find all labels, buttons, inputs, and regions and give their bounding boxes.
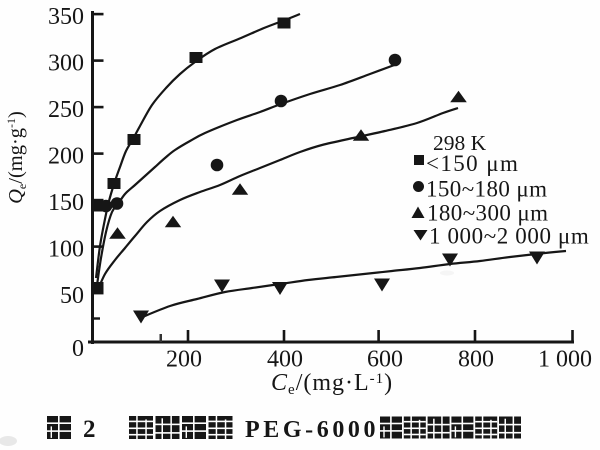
svg-text:250: 250: [48, 97, 84, 123]
svg-text:800: 800: [458, 347, 494, 373]
svg-text:50: 50: [60, 283, 84, 309]
svg-text:2: 2: [83, 416, 96, 443]
svg-text:298 K: 298 K: [433, 131, 487, 155]
svg-text:180~300 μm: 180~300 μm: [427, 201, 548, 226]
svg-text:600: 600: [367, 347, 403, 373]
svg-text:200: 200: [166, 347, 202, 373]
svg-text:350: 350: [48, 4, 84, 30]
svg-text:Qe/(mg·g-1): Qe/(mg·g-1): [4, 111, 29, 204]
svg-text:1 000: 1 000: [538, 347, 592, 373]
svg-text:150: 150: [48, 190, 84, 216]
svg-text:100: 100: [48, 237, 84, 263]
svg-text:400: 400: [267, 347, 303, 373]
svg-text:300: 300: [48, 51, 84, 77]
svg-text:200: 200: [48, 144, 84, 170]
svg-text:150~180 μm: 150~180 μm: [426, 177, 547, 202]
svg-text:PEG-6000: PEG-6000: [245, 417, 379, 443]
svg-text:1 000~2 000 μm: 1 000~2 000 μm: [429, 224, 589, 249]
svg-text:<150 μm: <150 μm: [426, 151, 519, 176]
svg-text:0: 0: [72, 336, 84, 362]
svg-text:Ce/(mg·L-1): Ce/(mg·L-1): [271, 370, 393, 398]
